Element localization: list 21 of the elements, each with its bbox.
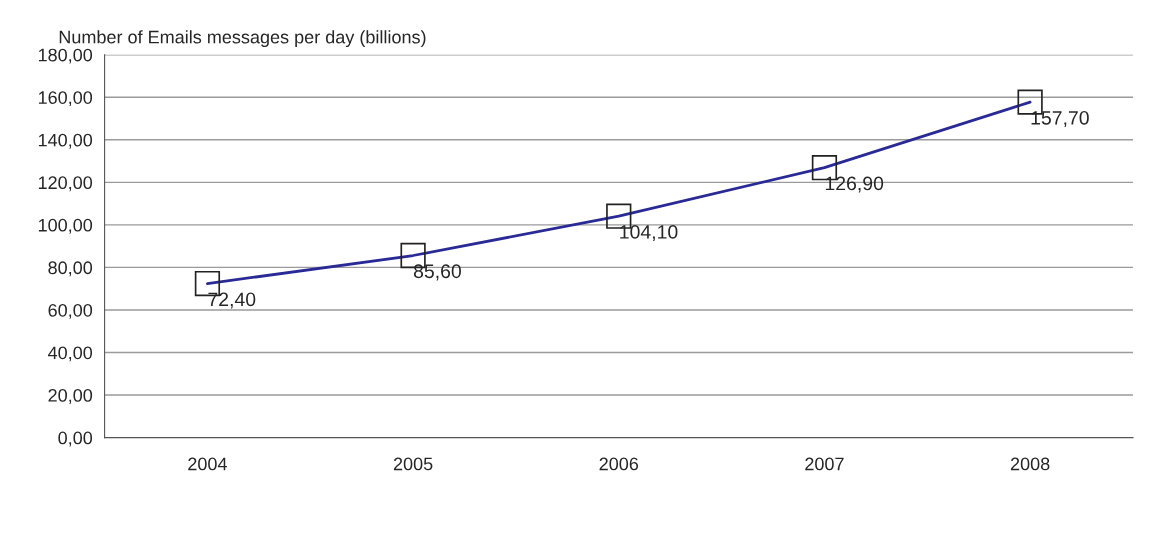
x-tick-label: 2006 bbox=[599, 457, 639, 471]
data-label: 104,10 bbox=[620, 225, 678, 242]
x-tick-label: 2005 bbox=[393, 457, 433, 471]
y-tick-label: 60,00 bbox=[48, 303, 93, 319]
data-label: 72,40 bbox=[208, 292, 256, 309]
y-tick-label: 160,00 bbox=[38, 91, 93, 107]
y-tick-label: 140,00 bbox=[38, 133, 93, 149]
y-tick-label: 20,00 bbox=[48, 388, 93, 404]
y-tick-label: 120,00 bbox=[38, 176, 93, 192]
data-label: 85,60 bbox=[413, 264, 461, 281]
x-tick-label: 2007 bbox=[805, 457, 844, 471]
x-tick-label: 2004 bbox=[188, 457, 227, 471]
y-axis-title: Number of Emails messages per day (billions) bbox=[59, 30, 426, 48]
x-tick-label: 2008 bbox=[1010, 457, 1050, 471]
y-tick-label: 0,00 bbox=[58, 431, 93, 447]
data-label: 126,90 bbox=[825, 176, 884, 193]
y-tick-label: 180,00 bbox=[38, 48, 93, 64]
data-label: 157,70 bbox=[1031, 110, 1089, 128]
y-tick-label: 100,00 bbox=[38, 218, 93, 234]
y-tick-label: 80,00 bbox=[48, 261, 93, 277]
y-tick-label: 40,00 bbox=[48, 346, 93, 362]
